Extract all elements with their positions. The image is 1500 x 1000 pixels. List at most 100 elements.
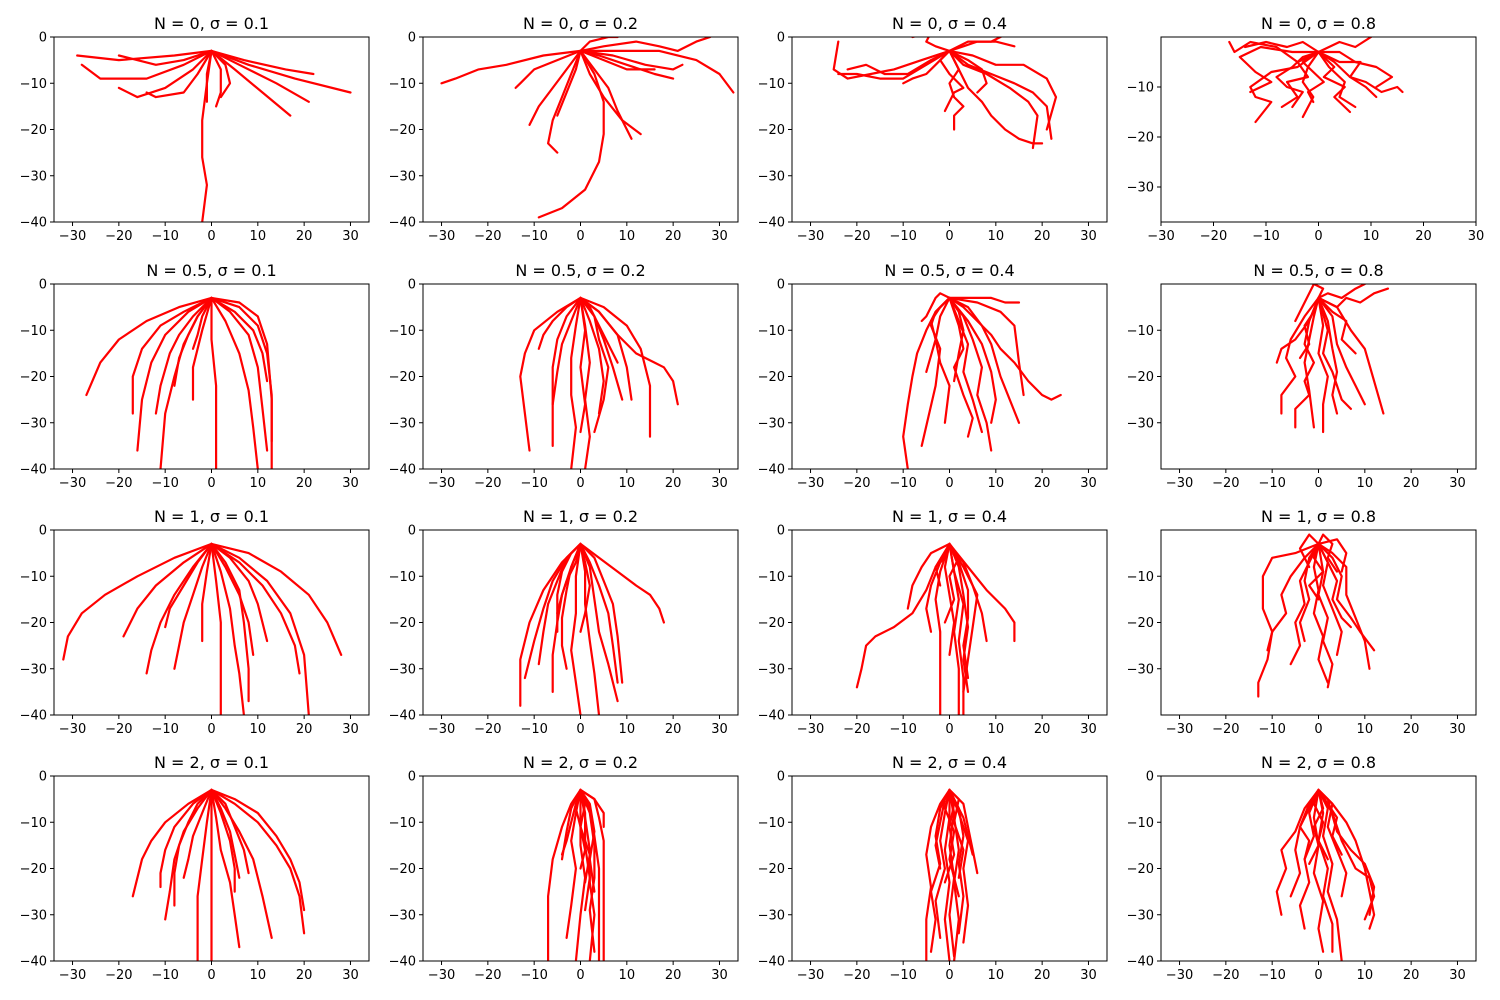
x-tick-label: −30	[428, 476, 455, 491]
root-path-5	[1312, 542, 1329, 684]
y-tick-label: 0	[39, 278, 47, 293]
root-path-11	[1243, 40, 1320, 54]
x-tick-label: −30	[428, 722, 455, 737]
x-tick-label: 0	[1314, 968, 1322, 983]
axes-frame	[422, 529, 739, 716]
subplot-title: N = 1, σ = 0.1	[154, 507, 269, 526]
y-tick-label: −30	[20, 416, 47, 431]
root-path-14	[210, 788, 241, 879]
root-path-5	[948, 296, 974, 438]
x-tick-label: 20	[1034, 229, 1051, 244]
root-paths	[546, 788, 605, 961]
root-path-14	[939, 49, 965, 113]
root-path-13	[210, 788, 250, 875]
x-tick-label: −10	[889, 968, 916, 983]
root-path-4	[117, 49, 213, 66]
root-path-1	[440, 49, 582, 85]
root-path-3	[1294, 296, 1320, 429]
root-path-5	[1317, 788, 1334, 953]
root-path-14	[1312, 788, 1329, 861]
axes-frame	[791, 36, 1108, 223]
y-tick-label: 0	[39, 524, 47, 539]
y-tick-label: −10	[389, 570, 416, 585]
root-path-6	[201, 542, 213, 643]
x-tick-label: 30	[1449, 722, 1466, 737]
root-path-8	[191, 296, 213, 350]
root-path-14	[1317, 50, 1352, 114]
root-path-6	[570, 542, 582, 715]
root-path-10	[579, 542, 666, 624]
x-tick-label: −10	[520, 229, 547, 244]
root-path-5	[943, 542, 956, 657]
y-tick-label: −10	[1127, 81, 1154, 96]
root-path-14	[579, 37, 619, 53]
root-path-9	[579, 542, 619, 684]
root-path-11	[579, 296, 679, 406]
root-path-11	[579, 788, 596, 893]
y-tick-label: −30	[758, 908, 785, 923]
y-tick-label: −10	[1127, 324, 1154, 339]
axes-frame	[791, 283, 1108, 470]
root-path-9	[210, 296, 218, 469]
root-path-13	[948, 296, 965, 383]
x-tick-label: 20	[1034, 968, 1051, 983]
root-path-7	[205, 49, 213, 103]
root-path-1	[832, 40, 951, 80]
y-tick-label: −40	[20, 955, 47, 970]
subplot-10: N = 1, σ = 0.2 −30 −20 −10 0 10 20 30 0 −10 −20 −30…	[389, 507, 739, 737]
root-path-2	[537, 296, 582, 350]
x-tick-label: 10	[988, 722, 1005, 737]
root-paths	[440, 37, 735, 219]
root-paths	[85, 296, 273, 469]
x-tick-label: −20	[105, 476, 132, 491]
x-tick-label: 10	[250, 476, 267, 491]
root-path-2	[80, 49, 213, 80]
root-path-3	[136, 296, 213, 452]
x-tick-label: 10	[619, 229, 636, 244]
x-tick-label: −10	[1252, 229, 1279, 244]
x-tick-label: −30	[59, 229, 86, 244]
root-path-6	[1317, 296, 1339, 415]
root-path-10	[948, 296, 1021, 304]
root-path-9	[948, 49, 1039, 150]
x-tick-label: 30	[1449, 476, 1466, 491]
root-path-7	[579, 49, 642, 136]
y-tick-label: −20	[20, 862, 47, 877]
y-tick-label: −10	[20, 570, 47, 585]
x-tick-label: −20	[105, 229, 132, 244]
subplot-8: N = 0.5, σ = 0.8 −30 −20 −10 0 10 20 30 −10 −20 −3…	[1127, 261, 1477, 491]
y-tick-label: −30	[389, 416, 416, 431]
root-path-7	[579, 542, 601, 715]
x-tick-label: −30	[59, 476, 86, 491]
x-tick-label: 30	[1449, 968, 1466, 983]
root-path-12	[1317, 50, 1394, 89]
y-tick-label: −20	[20, 123, 47, 138]
root-path-6	[948, 296, 984, 434]
root-path-4	[173, 788, 213, 907]
axes-frame	[53, 36, 370, 223]
root-path-12	[556, 542, 582, 633]
x-tick-label: −10	[889, 722, 916, 737]
y-tick-label: −40	[389, 709, 416, 724]
x-tick-label: −20	[1200, 229, 1227, 244]
root-path-1	[1280, 296, 1320, 415]
y-tick-label: −10	[389, 77, 416, 92]
root-path-11	[1317, 287, 1390, 309]
subplot-11: N = 1, σ = 0.4 −30 −20 −10 0 10 20 30 0 −10 −20 −30…	[758, 507, 1108, 737]
root-path-9	[1317, 50, 1357, 109]
root-path-4	[934, 296, 951, 424]
x-tick-label: 10	[250, 968, 267, 983]
root-path-10	[948, 49, 1058, 131]
y-tick-label: −20	[1127, 131, 1154, 146]
x-tick-label: −30	[59, 722, 86, 737]
x-tick-label: 10	[988, 476, 1005, 491]
y-tick-label: −20	[389, 862, 416, 877]
root-path-8	[948, 49, 965, 131]
root-path-5	[560, 542, 582, 670]
y-tick-label: −20	[389, 370, 416, 385]
root-paths	[519, 296, 679, 469]
root-path-8	[579, 542, 619, 703]
root-path-3	[117, 49, 213, 99]
root-path-4	[943, 788, 951, 961]
root-path-8	[1317, 788, 1376, 930]
